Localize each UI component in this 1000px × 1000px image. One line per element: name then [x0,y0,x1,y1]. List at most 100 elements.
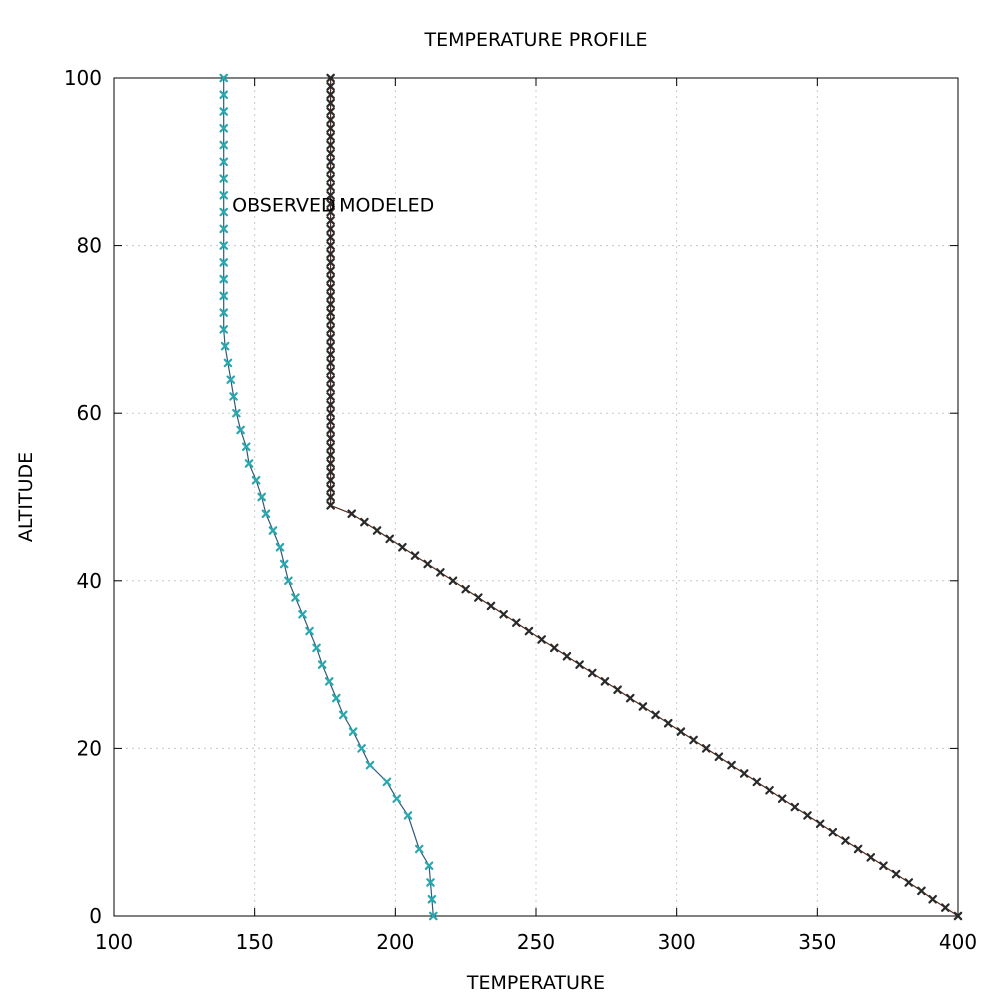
data-point [326,149,335,158]
data-point [426,878,435,887]
data-point [312,643,321,653]
x-tick-label: 100 [95,930,133,954]
data-point [326,157,335,167]
annotation-layer: OBSERVED MODELED [232,195,434,217]
data-point [436,568,445,577]
y-tick-label: 0 [89,904,102,928]
data-point [841,836,850,845]
y-tick-label: 60 [77,401,102,425]
data-point [326,341,335,351]
data-point [866,853,876,862]
data-point [220,341,230,351]
data-point [326,475,335,485]
data-point [474,593,483,602]
data-point [326,191,335,200]
data-point [219,73,229,83]
data-point [879,861,888,871]
data-point [219,274,229,284]
data-point [326,308,335,317]
data-point [291,593,300,602]
data-point [562,651,572,661]
data-point [219,140,229,150]
data-point [223,358,233,368]
data-point [229,392,238,401]
data-point [348,727,358,736]
data-point [537,635,546,644]
data-point [414,844,424,854]
data-point [326,459,335,468]
data-point [326,107,335,116]
data-point [853,844,863,854]
annotation-label: OBSERVED [232,195,336,217]
data-point [701,744,711,753]
data-point [219,224,229,234]
data-point [326,165,335,175]
data-point [403,811,413,820]
data-point [326,174,335,183]
series-layer [219,73,963,921]
data-point [326,400,335,410]
data-point [651,710,660,720]
x-tick-label: 200 [376,930,414,954]
data-point [424,861,434,871]
data-point [236,425,245,435]
data-point [357,744,366,753]
data-point [219,174,229,183]
data-point [549,643,559,653]
chart-title: TEMPERATURE PROFILE [424,29,648,51]
data-point [499,610,508,619]
data-point [326,123,335,133]
data-point [365,760,375,770]
data-point [398,542,407,552]
data-point [392,794,402,803]
data-point [326,501,335,510]
x-tick-label: 350 [798,930,836,954]
y-tick-label: 100 [64,66,102,90]
data-point [326,249,335,259]
data-point [219,308,229,317]
data-point [219,123,229,133]
y-axis-label: ALTITUDE [15,452,37,542]
data-point [625,693,635,703]
data-point [338,710,348,720]
data-point [326,140,335,150]
data-point [326,224,335,234]
x-tick-label: 150 [236,930,274,954]
data-point [326,98,335,108]
data-point [326,492,335,502]
data-point [219,107,229,116]
data-point [326,358,335,368]
data-point [326,90,335,100]
data-point [326,442,335,452]
data-point [326,216,335,225]
data-point [219,291,229,301]
data-point [663,718,673,728]
data-point [347,509,357,519]
data-point [268,526,278,535]
data-point [251,475,261,485]
data-point [953,911,963,921]
data-point [326,82,335,91]
data-point [904,878,914,887]
data-point [815,819,825,829]
data-point [917,886,926,896]
data-point [486,601,496,611]
data-point [284,576,293,586]
data-point [326,299,335,309]
data-point [298,610,307,619]
data-point [326,207,335,217]
data-point [326,274,335,284]
data-point [689,735,698,745]
data-point [326,115,335,125]
data-point [372,526,382,535]
data-point [777,794,787,803]
data-point [790,802,800,812]
grid-layer [114,78,958,916]
data-point [765,785,774,795]
data-point [326,283,335,292]
data-point [326,467,335,477]
data-point [891,869,901,879]
data-point [232,408,241,418]
data-point [326,132,335,141]
y-tick-label: 40 [77,569,102,593]
